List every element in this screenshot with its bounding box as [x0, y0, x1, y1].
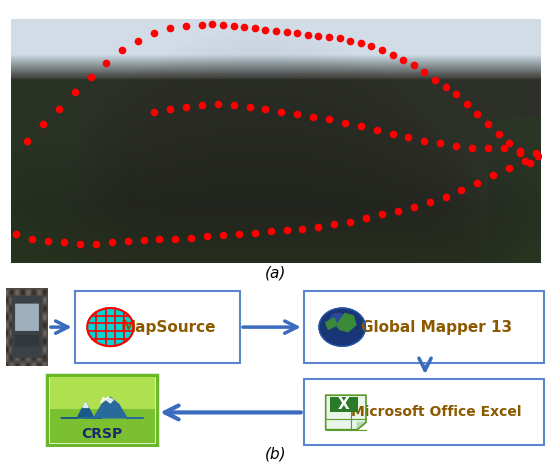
Text: (b): (b) [265, 447, 287, 462]
Polygon shape [337, 314, 356, 332]
Text: X: X [338, 397, 350, 412]
Polygon shape [357, 422, 366, 430]
Text: Microsoft Office Excel: Microsoft Office Excel [351, 405, 521, 419]
Polygon shape [61, 402, 102, 418]
FancyBboxPatch shape [75, 291, 240, 363]
FancyBboxPatch shape [304, 291, 544, 363]
FancyBboxPatch shape [50, 377, 155, 443]
FancyBboxPatch shape [50, 377, 155, 409]
FancyBboxPatch shape [304, 379, 544, 445]
FancyBboxPatch shape [47, 375, 157, 445]
Circle shape [319, 308, 365, 346]
Polygon shape [326, 395, 366, 430]
FancyBboxPatch shape [330, 397, 358, 411]
Polygon shape [83, 402, 88, 407]
Text: CRSP: CRSP [82, 427, 123, 441]
Circle shape [87, 308, 134, 346]
Text: (a): (a) [266, 265, 286, 280]
Polygon shape [83, 397, 144, 418]
Polygon shape [100, 397, 113, 403]
Text: Global Mapper 13: Global Mapper 13 [360, 320, 512, 335]
Polygon shape [326, 318, 337, 329]
Circle shape [330, 314, 346, 327]
Text: MapSource: MapSource [120, 320, 216, 335]
